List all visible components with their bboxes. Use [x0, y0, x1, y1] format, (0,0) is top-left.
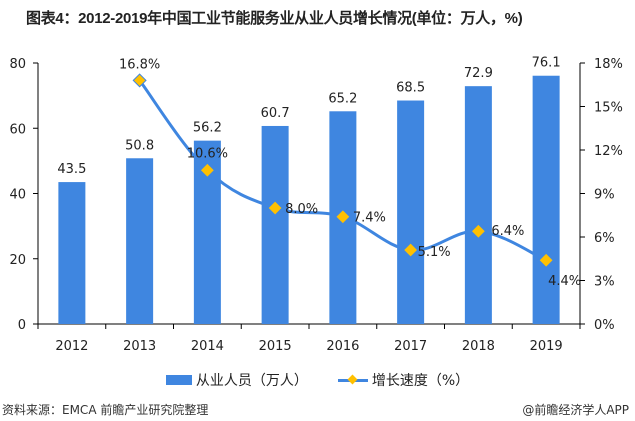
growth-marker — [336, 210, 350, 224]
growth-marker — [539, 253, 553, 267]
bar-data-label: 76.1 — [532, 56, 561, 71]
x-tick-label: 2014 — [191, 339, 224, 354]
x-tick-label: 2015 — [259, 339, 292, 354]
x-tick-label: 2013 — [123, 339, 156, 354]
bar-data-label: 43.5 — [57, 162, 86, 177]
growth-marker — [132, 73, 147, 88]
bar-data-label: 60.7 — [261, 106, 290, 121]
x-tick-label: 2016 — [326, 339, 359, 354]
line-data-label: 8.0% — [285, 202, 318, 217]
y-left-tick-label: 0 — [18, 318, 26, 333]
line-data-label: 10.6% — [187, 146, 228, 161]
bar-data-label: 68.5 — [396, 81, 425, 96]
bar — [532, 75, 560, 324]
chart-title: 图表4：2012-2019年中国工业节能服务业从业人员增长情况(单位：万人，%) — [26, 10, 523, 27]
legend-item-growth: 增长速度（%） — [337, 370, 470, 390]
y-right-tick-label: 6% — [594, 231, 615, 246]
bar — [58, 182, 86, 324]
x-tick-label: 2018 — [462, 339, 495, 354]
bar-data-label: 72.9 — [464, 66, 493, 81]
bar-data-label: 50.8 — [125, 138, 154, 153]
legend-label-growth: 增长速度（%） — [371, 373, 470, 389]
y-left-tick-label: 60 — [9, 122, 26, 137]
line-data-label: 6.4% — [491, 224, 524, 239]
x-tick-label: 2012 — [55, 339, 88, 354]
x-tick-label: 2019 — [530, 339, 563, 354]
growth-marker — [201, 163, 214, 177]
chart-legend: 从业人员（万人） 增长速度（%） — [0, 370, 635, 390]
brand-credit: @前瞻经济学人APP — [522, 403, 629, 417]
bar — [397, 100, 425, 324]
y-left-tick-label: 20 — [9, 253, 26, 268]
bar-data-label: 65.2 — [328, 91, 357, 106]
legend-bar-swatch — [165, 375, 192, 385]
growth-marker — [472, 224, 485, 238]
y-right-tick-label: 18% — [594, 57, 623, 72]
source-note: 资料来源：EMCA 前瞻产业研究院整理 — [2, 403, 209, 417]
legend-item-employees: 从业人员（万人） — [165, 370, 308, 390]
y-right-tick-label: 9% — [594, 188, 615, 203]
y-left-tick-label: 40 — [9, 188, 26, 203]
y-right-tick-label: 12% — [594, 144, 623, 159]
growth-marker — [404, 243, 417, 257]
bar — [126, 158, 154, 324]
y-right-tick-label: 3% — [594, 275, 615, 290]
bar — [464, 86, 492, 324]
bar-data-label: 56.2 — [193, 121, 222, 136]
line-data-label: 4.4% — [548, 274, 581, 289]
y-left-tick-label: 80 — [9, 57, 26, 72]
x-tick-label: 2017 — [394, 339, 427, 354]
chart-plot: 0 20 40 60 80 0% 3% 6% 9% 12% 15% 18% 2012 2013 2014 20… — [9, 56, 623, 354]
y-right-tick-label: 0% — [594, 318, 615, 333]
y-right-tick-label: 15% — [594, 101, 623, 116]
bar — [261, 125, 289, 324]
legend-line-swatch — [337, 375, 368, 385]
line-data-label: 5.1% — [418, 245, 451, 260]
line-data-label: 16.8% — [119, 57, 160, 72]
line-data-label: 7.4% — [353, 211, 386, 226]
legend-label-employees: 从业人员（万人） — [195, 373, 308, 389]
growth-marker — [268, 201, 282, 215]
